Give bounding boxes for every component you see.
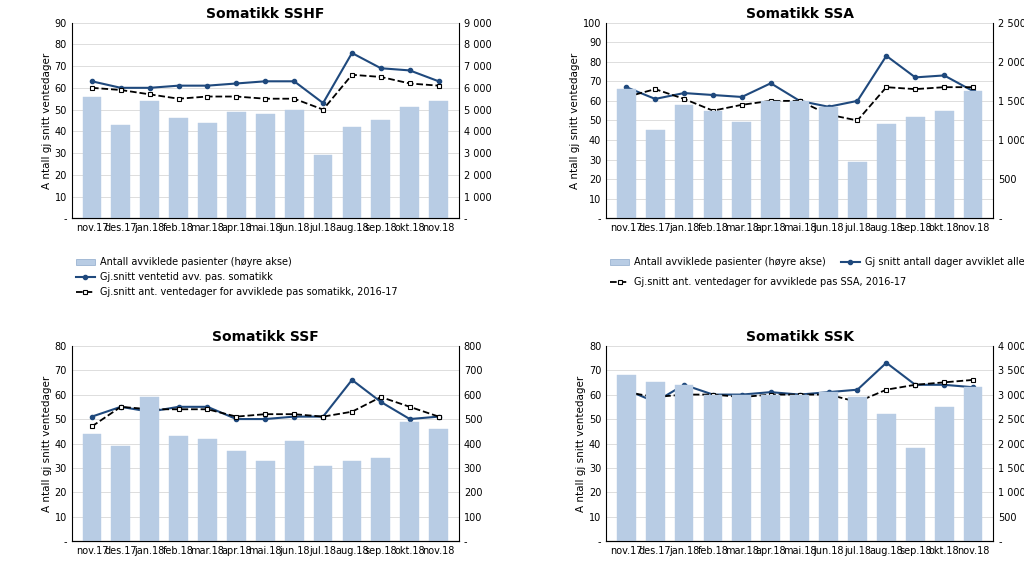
Bar: [616, 89, 636, 218]
Bar: [169, 118, 188, 218]
Y-axis label: A ntall gj snitt ventedager: A ntall gj snitt ventedager: [577, 376, 586, 512]
Title: Somatikk SSK: Somatikk SSK: [745, 331, 854, 345]
Bar: [112, 125, 130, 218]
Bar: [906, 448, 925, 541]
Bar: [198, 439, 217, 541]
Bar: [791, 101, 809, 218]
Bar: [819, 107, 838, 218]
Bar: [429, 429, 449, 541]
Bar: [169, 436, 188, 541]
Bar: [703, 111, 722, 218]
Bar: [400, 107, 419, 218]
Bar: [343, 127, 361, 218]
Bar: [227, 112, 246, 218]
Bar: [906, 117, 925, 218]
Bar: [400, 421, 419, 541]
Bar: [675, 385, 693, 541]
Y-axis label: A ntall gj snitt ventedager: A ntall gj snitt ventedager: [570, 52, 580, 188]
Bar: [227, 451, 246, 541]
Bar: [343, 461, 361, 541]
Title: Somatikk SSA: Somatikk SSA: [745, 7, 854, 21]
Bar: [646, 382, 665, 541]
Bar: [819, 392, 838, 541]
Title: Somatikk SSF: Somatikk SSF: [212, 331, 318, 345]
Bar: [140, 101, 159, 218]
Bar: [256, 114, 274, 218]
Bar: [285, 109, 303, 218]
Bar: [762, 395, 780, 541]
Bar: [646, 130, 665, 218]
Bar: [285, 441, 303, 541]
Bar: [964, 91, 982, 218]
Bar: [762, 101, 780, 218]
Bar: [935, 407, 953, 541]
Bar: [703, 395, 722, 541]
Bar: [372, 458, 390, 541]
Bar: [791, 395, 809, 541]
Bar: [112, 446, 130, 541]
Bar: [313, 465, 333, 541]
Y-axis label: A ntall gj snitt ventedager: A ntall gj snitt ventedager: [42, 52, 51, 188]
Bar: [675, 105, 693, 218]
Bar: [616, 375, 636, 541]
Bar: [83, 96, 101, 218]
Bar: [372, 121, 390, 218]
Bar: [83, 434, 101, 541]
Bar: [848, 161, 867, 218]
Legend: Antall avviklede pasienter (høyre akse), Gj.snitt ventetid avv. pas. somatikk, G: Antall avviklede pasienter (høyre akse),…: [72, 254, 401, 301]
Bar: [140, 397, 159, 541]
Bar: [877, 125, 896, 218]
Bar: [732, 395, 752, 541]
Bar: [198, 122, 217, 218]
Bar: [732, 122, 752, 218]
Bar: [256, 461, 274, 541]
Bar: [964, 387, 982, 541]
Bar: [877, 414, 896, 541]
Y-axis label: A ntall gj snitt ventedager: A ntall gj snitt ventedager: [42, 376, 51, 512]
Legend: Gj.snitt ant. ventedager for avviklede pas SSA, 2016-17: Gj.snitt ant. ventedager for avviklede p…: [606, 273, 910, 291]
Bar: [935, 111, 953, 218]
Title: Somatikk SSHF: Somatikk SSHF: [206, 7, 325, 21]
Bar: [429, 101, 449, 218]
Bar: [313, 155, 333, 218]
Bar: [848, 397, 867, 541]
